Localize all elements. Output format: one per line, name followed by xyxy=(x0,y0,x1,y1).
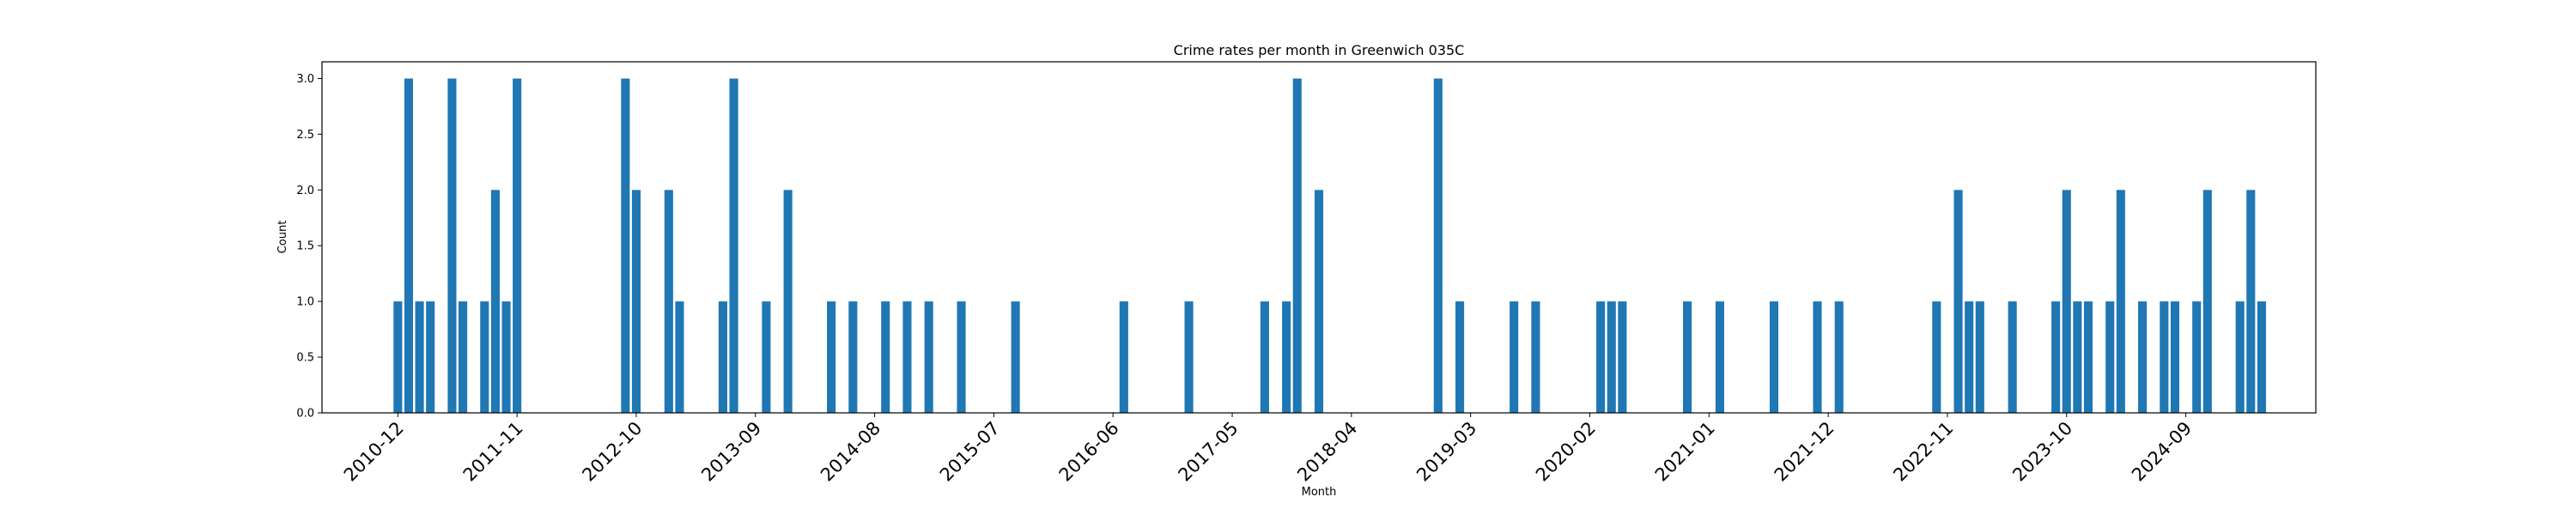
bar xyxy=(718,301,727,413)
bar xyxy=(2138,301,2148,413)
bar xyxy=(1314,190,1324,413)
bar xyxy=(1975,301,1984,413)
bar xyxy=(1292,78,1302,413)
x-tick-label: 2019-03 xyxy=(1413,418,1480,486)
y-tick-label: 1.0 xyxy=(296,296,314,309)
x-tick-label: 2020-02 xyxy=(1532,418,1600,486)
bar xyxy=(1455,301,1465,413)
bar xyxy=(404,78,414,413)
x-tick-label: 2021-12 xyxy=(1771,418,1838,486)
bar xyxy=(762,301,771,413)
bar xyxy=(393,301,403,413)
bar xyxy=(459,301,468,413)
bar xyxy=(1011,301,1020,413)
x-tick-label: 2018-04 xyxy=(1293,418,1361,486)
bar xyxy=(957,301,966,413)
bars-group xyxy=(393,78,2266,413)
x-tick-label: 2010-12 xyxy=(340,418,408,486)
bar xyxy=(1683,301,1692,413)
bar xyxy=(2246,190,2256,413)
bar xyxy=(621,78,630,413)
x-tick-label: 2024-09 xyxy=(2128,418,2196,486)
bar xyxy=(2116,190,2125,413)
bar xyxy=(1433,78,1443,413)
bar xyxy=(881,301,890,413)
bar xyxy=(501,301,511,413)
y-axis-label: Count xyxy=(276,221,289,254)
chart-title: Crime rates per month in Greenwich 035C xyxy=(1174,42,1465,58)
bar xyxy=(2105,301,2115,413)
bar xyxy=(1953,190,1963,413)
bar xyxy=(1715,301,1724,413)
bar xyxy=(2170,301,2179,413)
bar xyxy=(2062,190,2071,413)
bar xyxy=(1618,301,1627,413)
y-axis: 0.0 0.5 1.0 1.5 2.0 2.5 3.0 xyxy=(296,73,322,421)
x-tick-label: 2014-08 xyxy=(817,418,884,486)
bar xyxy=(848,301,858,413)
bar xyxy=(2235,301,2245,413)
bar xyxy=(2202,190,2212,413)
x-tick-label: 2012-10 xyxy=(578,418,646,486)
bar xyxy=(1607,301,1616,413)
x-tick-label: 2016-06 xyxy=(1055,418,1123,486)
bar xyxy=(664,190,673,413)
bar xyxy=(902,301,912,413)
y-tick-label: 2.5 xyxy=(296,129,314,142)
bar xyxy=(1596,301,1606,413)
bar xyxy=(2160,301,2169,413)
plot-frame xyxy=(321,61,2317,414)
bar xyxy=(2008,301,2017,413)
x-axis: 2010-12 2011-11 2012-10 2013-09 2014-08 2015-… xyxy=(340,413,2196,486)
bar xyxy=(783,190,793,413)
bar xyxy=(1813,301,1822,413)
bar xyxy=(2073,301,2082,413)
x-tick-label: 2013-09 xyxy=(697,418,765,486)
bar xyxy=(480,301,489,413)
x-tick-label: 2021-01 xyxy=(1651,418,1719,486)
y-tick-label: 1.5 xyxy=(296,240,314,253)
y-tick-label: 0.0 xyxy=(296,408,314,421)
bar xyxy=(1932,301,1941,413)
x-axis-label: Month xyxy=(1302,486,1337,499)
bar xyxy=(1119,301,1128,413)
bar xyxy=(1184,301,1194,413)
bar xyxy=(2257,301,2266,413)
bar xyxy=(675,301,684,413)
bar xyxy=(924,301,933,413)
y-tick-label: 3.0 xyxy=(296,73,314,86)
bar xyxy=(513,78,522,413)
y-tick-label: 0.5 xyxy=(296,352,314,365)
bar xyxy=(415,301,424,413)
bar xyxy=(1965,301,1974,413)
x-tick-label: 2015-07 xyxy=(936,418,1004,486)
bar xyxy=(827,301,836,413)
bar xyxy=(1260,301,1269,413)
bar xyxy=(729,78,738,413)
bar xyxy=(2051,301,2061,413)
bar xyxy=(1769,301,1779,413)
x-tick-label: 2011-11 xyxy=(459,418,527,486)
bar xyxy=(1282,301,1291,413)
bar xyxy=(1834,301,1844,413)
bar xyxy=(2192,301,2202,413)
bar xyxy=(1531,301,1540,413)
x-tick-label: 2017-05 xyxy=(1175,418,1242,486)
bar xyxy=(2083,301,2093,413)
x-tick-label: 2023-10 xyxy=(2008,418,2076,486)
bar xyxy=(1510,301,1519,413)
bar xyxy=(447,78,457,413)
bar xyxy=(490,190,500,413)
y-tick-label: 2.0 xyxy=(296,185,314,197)
x-tick-label: 2022-11 xyxy=(1889,418,1957,486)
bar xyxy=(426,301,435,413)
bar xyxy=(631,190,641,413)
